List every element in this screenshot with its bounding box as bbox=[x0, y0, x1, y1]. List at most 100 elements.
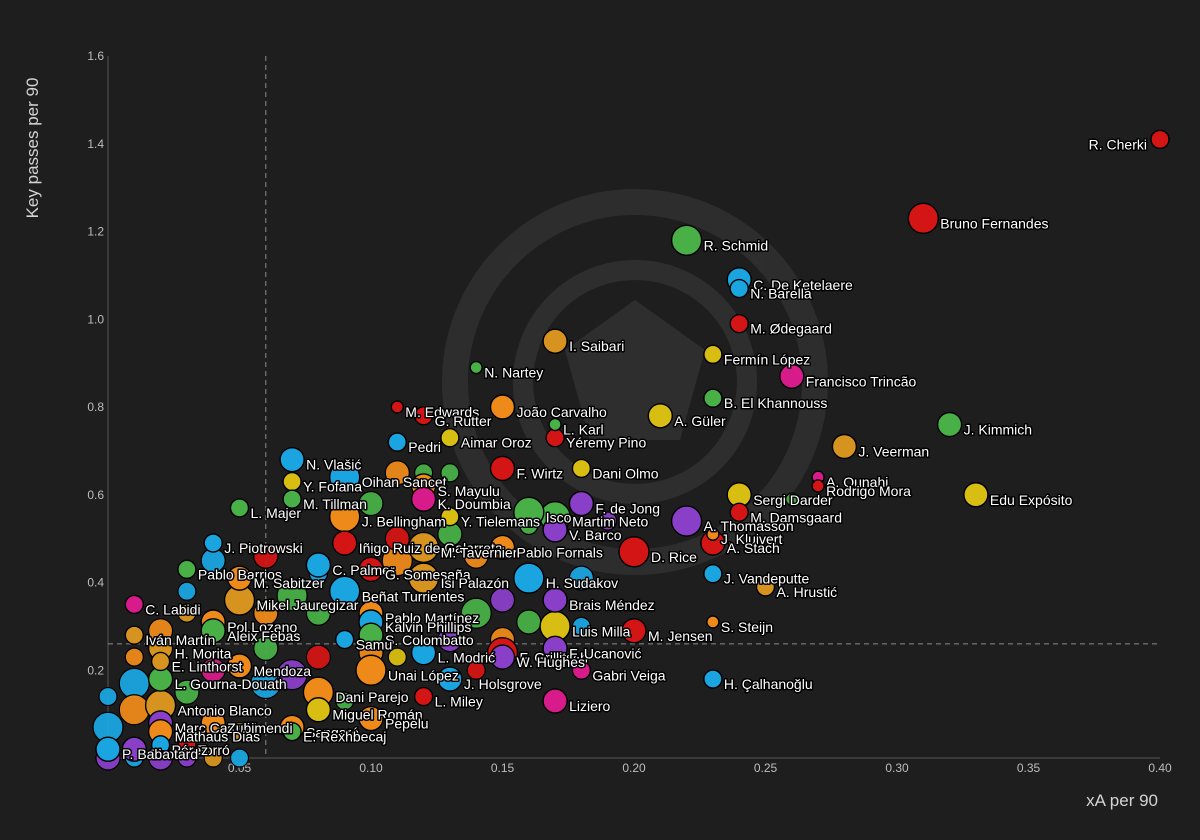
point-label: L. Modrić bbox=[438, 650, 496, 666]
point-label: Dani Olmo bbox=[592, 465, 658, 481]
point-label: Iñigo Ruiz de Galarreta bbox=[359, 540, 503, 556]
point-label: F. de Jong bbox=[595, 501, 660, 517]
point-label: Bruno Fernandes bbox=[940, 215, 1048, 231]
data-point bbox=[384, 460, 410, 486]
data-point bbox=[335, 691, 355, 711]
data-point bbox=[407, 562, 440, 594]
data-labels: R. Cherki Bruno Fernandes R. Schmid C. De K… bbox=[121, 135, 1149, 764]
data-point bbox=[729, 278, 749, 299]
data-point bbox=[410, 486, 437, 512]
data-point bbox=[305, 600, 331, 626]
point-label: Pablo Barrios bbox=[198, 566, 282, 582]
data-point bbox=[571, 458, 592, 479]
point-label: A. Stach bbox=[727, 540, 780, 556]
x-tick-label: 0.25 bbox=[754, 761, 778, 775]
data-point bbox=[124, 594, 145, 615]
point-label: A. Güler bbox=[674, 413, 726, 429]
point-label: M. Sabitzer bbox=[254, 575, 325, 591]
data-point bbox=[460, 597, 492, 629]
point-label: G. Somesaña bbox=[385, 566, 471, 582]
data-point bbox=[489, 534, 516, 561]
point-label: Y. Tielemans bbox=[461, 514, 540, 530]
point-label: Aimar Oroz bbox=[461, 435, 532, 451]
point-label: E. Linthorst bbox=[172, 658, 243, 674]
point-label: A. Hrustić bbox=[777, 584, 838, 600]
point-label: N. Nartey bbox=[484, 365, 543, 381]
data-point bbox=[513, 496, 545, 528]
point-label: V. Barco bbox=[569, 527, 622, 543]
data-point bbox=[936, 411, 963, 438]
y-tick-label: 0.4 bbox=[87, 576, 104, 590]
data-point bbox=[200, 710, 226, 736]
data-point bbox=[358, 705, 384, 732]
data-point bbox=[358, 490, 384, 517]
data-point bbox=[305, 697, 332, 723]
data-point bbox=[358, 556, 384, 583]
data-point bbox=[513, 562, 545, 594]
data-point bbox=[332, 530, 358, 556]
point-label: Sergi Darder bbox=[753, 492, 833, 508]
point-label: F. Wirtz bbox=[517, 465, 564, 481]
y-tick-label: 1.4 bbox=[87, 137, 104, 151]
data-point bbox=[305, 644, 331, 670]
point-label: M. Tavernier bbox=[441, 544, 518, 560]
point-label: J. Vandeputte bbox=[724, 571, 810, 587]
data-points bbox=[95, 129, 1170, 762]
data-point bbox=[98, 686, 118, 707]
x-axis-title: xA per 90 bbox=[1086, 791, 1158, 810]
data-point bbox=[489, 394, 516, 420]
point-label: Isi Palazón bbox=[441, 575, 509, 591]
data-point bbox=[95, 736, 121, 762]
point-label: C. Palmer bbox=[332, 562, 395, 578]
data-point bbox=[226, 653, 253, 679]
data-point bbox=[463, 543, 489, 569]
data-point bbox=[282, 721, 302, 742]
point-label: H. Çalhanoğlu bbox=[724, 676, 813, 692]
point-label: M. Jensen bbox=[648, 628, 713, 644]
data-point bbox=[282, 471, 302, 492]
data-point bbox=[440, 506, 460, 527]
point-label: Martim Neto bbox=[572, 514, 648, 530]
data-point bbox=[729, 313, 749, 334]
point-label: H. Sudakov bbox=[546, 575, 618, 591]
point-label: D. Rice bbox=[651, 549, 697, 565]
y-tick-label: 1.2 bbox=[87, 225, 104, 239]
data-point bbox=[598, 511, 618, 531]
data-point bbox=[703, 669, 723, 689]
point-label: Rodrigo Mora bbox=[826, 483, 911, 499]
data-point bbox=[568, 565, 595, 591]
x-tick-label: 0.10 bbox=[359, 761, 383, 775]
data-point bbox=[253, 600, 279, 626]
point-label: L. Miley bbox=[435, 694, 483, 710]
data-point bbox=[785, 492, 799, 506]
data-point bbox=[355, 654, 387, 686]
data-point bbox=[150, 735, 171, 755]
data-point bbox=[253, 543, 279, 569]
point-label: I. Saibari bbox=[569, 338, 624, 354]
data-point bbox=[670, 505, 703, 537]
data-point bbox=[226, 565, 253, 591]
data-point bbox=[407, 531, 440, 564]
point-label: Sangaré bbox=[306, 724, 359, 740]
point-label: Torró bbox=[198, 742, 230, 758]
data-point bbox=[545, 428, 565, 448]
point-label: F. Grillitsch bbox=[520, 650, 588, 666]
data-point bbox=[706, 527, 720, 541]
y-tick-label: 1.0 bbox=[87, 312, 104, 326]
data-point bbox=[516, 609, 542, 635]
data-point bbox=[647, 403, 673, 429]
point-label: J. Bellingham bbox=[362, 514, 446, 530]
data-point bbox=[229, 722, 250, 742]
point-label: Pepelu bbox=[385, 716, 429, 732]
data-point bbox=[276, 580, 308, 612]
point-label: M. Ødegaard bbox=[750, 321, 832, 337]
point-label: S. Mayulu bbox=[438, 483, 500, 499]
point-label: Unai López bbox=[388, 667, 459, 683]
x-axis-ticks: 0.05 0.10 0.15 0.20 0.25 0.30 0.35 0.40 bbox=[228, 761, 1172, 775]
point-label: Samu bbox=[356, 637, 393, 653]
data-point bbox=[568, 490, 595, 517]
data-point bbox=[121, 736, 148, 762]
data-point bbox=[831, 433, 858, 460]
point-label: S. Colombatto bbox=[385, 632, 474, 648]
